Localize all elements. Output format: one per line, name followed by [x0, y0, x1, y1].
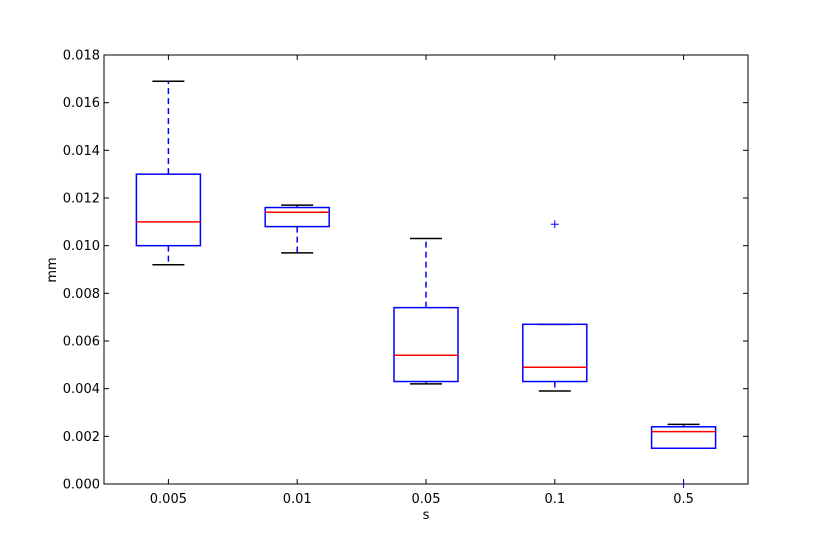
box-group-0.1 — [522, 220, 588, 392]
box-group-0.005 — [135, 80, 202, 266]
y-tick-label: 0.000 — [63, 478, 100, 493]
box-group-0.05 — [393, 237, 459, 385]
y-tick-label: 0.014 — [63, 144, 100, 159]
y-tick-label: 0.004 — [63, 382, 100, 397]
y-tick-label: 0.018 — [63, 49, 100, 64]
y-tick-label: 0.006 — [63, 335, 100, 350]
x-tick-label: 0.1 — [544, 492, 565, 507]
outlier-marker — [550, 220, 559, 229]
plot-area-frame — [103, 54, 749, 485]
y-axis-label: mm — [45, 257, 60, 282]
x-tick-label: 0.01 — [283, 492, 312, 507]
x-axis-label: s — [423, 508, 430, 523]
y-tick-label: 0.002 — [63, 430, 100, 445]
iqr-box — [393, 306, 459, 383]
box-group-0.5 — [650, 423, 717, 488]
y-tick-label: 0.016 — [63, 96, 100, 111]
tick-layer: 0.000 0.002 0.004 0.006 0.008 0.010 0.012 0.014… — [63, 49, 748, 507]
box-group-0.01 — [264, 204, 330, 254]
iqr-box — [522, 323, 588, 383]
iqr-box — [135, 173, 202, 247]
iqr-box — [650, 426, 717, 449]
x-tick-label: 0.05 — [412, 492, 441, 507]
box-layer — [135, 80, 717, 488]
iqr-box — [264, 206, 330, 228]
y-tick-label: 0.010 — [63, 239, 100, 254]
x-tick-label: 0.5 — [673, 492, 694, 507]
y-tick-label: 0.012 — [63, 192, 100, 207]
x-tick-label: 0.005 — [150, 492, 187, 507]
y-tick-label: 0.008 — [63, 287, 100, 302]
